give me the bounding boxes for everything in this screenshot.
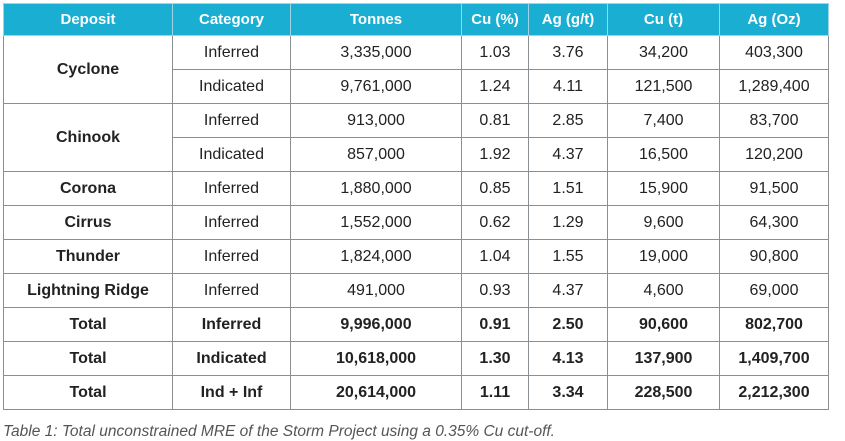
cu-pct-cell: 0.62 xyxy=(461,205,529,240)
deposit-cell: Total xyxy=(3,341,173,376)
ag-gt-cell: 4.37 xyxy=(528,273,608,308)
tonnes-cell: 3,335,000 xyxy=(290,35,462,70)
cu-pct-cell: 1.30 xyxy=(461,341,529,376)
total-row: Total Inferred 9,996,000 0.91 2.50 90,60… xyxy=(3,307,829,342)
tonnes-cell: 491,000 xyxy=(290,273,462,308)
category-cell: Inferred xyxy=(172,35,291,70)
ag-oz-cell: 1,409,700 xyxy=(719,341,829,376)
header-deposit: Deposit xyxy=(3,3,173,36)
header-category: Category xyxy=(172,3,291,36)
ag-oz-cell: 802,700 xyxy=(719,307,829,342)
ag-oz-cell: 403,300 xyxy=(719,35,829,70)
category-cell: Inferred xyxy=(172,239,291,274)
cu-t-cell: 4,600 xyxy=(607,273,720,308)
category-cell: Indicated xyxy=(172,341,291,376)
ag-gt-cell: 4.11 xyxy=(528,69,608,104)
table-caption: Table 1: Total unconstrained MRE of the … xyxy=(3,423,555,440)
cu-pct-cell: 1.24 xyxy=(461,69,529,104)
total-row: Total Indicated 10,618,000 1.30 4.13 137… xyxy=(3,341,829,376)
tonnes-cell: 20,614,000 xyxy=(290,375,462,410)
ag-oz-cell: 91,500 xyxy=(719,171,829,206)
deposit-cell: Lightning Ridge xyxy=(3,273,173,308)
cu-pct-cell: 1.11 xyxy=(461,375,529,410)
table-row: Corona Inferred 1,880,000 0.85 1.51 15,9… xyxy=(3,171,829,206)
table-row: Lightning Ridge Inferred 491,000 0.93 4.… xyxy=(3,273,829,308)
header-ag-oz: Ag (Oz) xyxy=(719,3,829,36)
cu-t-cell: 16,500 xyxy=(607,137,720,172)
cu-t-cell: 137,900 xyxy=(607,341,720,376)
table-row: Indicated 9,761,000 1.24 4.11 121,500 1,… xyxy=(4,69,829,104)
category-cell: Indicated xyxy=(172,137,291,172)
tonnes-cell: 1,552,000 xyxy=(290,205,462,240)
table-row: Cyclone Inferred 3,335,000 1.03 3.76 34,… xyxy=(3,35,829,104)
cu-t-cell: 121,500 xyxy=(607,69,720,104)
ag-gt-cell: 2.50 xyxy=(528,307,608,342)
ag-gt-cell: 4.37 xyxy=(528,137,608,172)
category-cell: Inferred xyxy=(172,273,291,308)
ag-oz-cell: 83,700 xyxy=(719,103,829,138)
ag-gt-cell: 1.29 xyxy=(528,205,608,240)
table-row: Indicated 857,000 1.92 4.37 16,500 120,2… xyxy=(4,137,829,172)
category-cell: Ind + Inf xyxy=(172,375,291,410)
cu-pct-cell: 0.85 xyxy=(461,171,529,206)
table-row: Chinook Inferred 913,000 0.81 2.85 7,400… xyxy=(3,103,829,172)
header-row: Deposit Category Tonnes Cu (%) Ag (g/t) … xyxy=(3,3,829,36)
ag-oz-cell: 69,000 xyxy=(719,273,829,308)
table-row: Cirrus Inferred 1,552,000 0.62 1.29 9,60… xyxy=(3,205,829,240)
category-cell: Inferred xyxy=(172,171,291,206)
cu-t-cell: 9,600 xyxy=(607,205,720,240)
header-ag-gt: Ag (g/t) xyxy=(528,3,608,36)
ag-oz-cell: 90,800 xyxy=(719,239,829,274)
cu-pct-cell: 0.81 xyxy=(461,103,529,138)
ag-gt-cell: 4.13 xyxy=(528,341,608,376)
ag-oz-cell: 120,200 xyxy=(719,137,829,172)
deposit-cell: Cirrus xyxy=(3,205,173,240)
cu-pct-cell: 0.91 xyxy=(461,307,529,342)
category-cell: Inferred xyxy=(172,307,291,342)
deposit-cell: Thunder xyxy=(3,239,173,274)
cu-t-cell: 34,200 xyxy=(607,35,720,70)
cu-t-cell: 19,000 xyxy=(607,239,720,274)
ag-oz-cell: 1,289,400 xyxy=(719,69,829,104)
cu-t-cell: 15,900 xyxy=(607,171,720,206)
total-row: Total Ind + Inf 20,614,000 1.11 3.34 228… xyxy=(3,375,829,410)
deposit-cell: Total xyxy=(3,375,173,410)
cu-pct-cell: 1.04 xyxy=(461,239,529,274)
ag-gt-cell: 1.51 xyxy=(528,171,608,206)
deposit-cell: Cyclone xyxy=(3,35,173,104)
ag-gt-cell: 3.34 xyxy=(528,375,608,410)
header-cu-pct: Cu (%) xyxy=(461,3,529,36)
tonnes-cell: 857,000 xyxy=(290,137,462,172)
cu-pct-cell: 1.03 xyxy=(461,35,529,70)
tonnes-cell: 9,761,000 xyxy=(290,69,462,104)
tonnes-cell: 1,880,000 xyxy=(290,171,462,206)
category-cell: Inferred xyxy=(172,103,291,138)
ag-oz-cell: 64,300 xyxy=(719,205,829,240)
tonnes-cell: 10,618,000 xyxy=(290,341,462,376)
category-cell: Indicated xyxy=(172,69,291,104)
deposit-cell: Corona xyxy=(3,171,173,206)
category-cell: Inferred xyxy=(172,205,291,240)
cu-t-cell: 7,400 xyxy=(607,103,720,138)
cu-t-cell: 228,500 xyxy=(607,375,720,410)
tonnes-cell: 1,824,000 xyxy=(290,239,462,274)
cu-pct-cell: 1.92 xyxy=(461,137,529,172)
ag-gt-cell: 2.85 xyxy=(528,103,608,138)
tonnes-cell: 9,996,000 xyxy=(290,307,462,342)
tonnes-cell: 913,000 xyxy=(290,103,462,138)
ag-gt-cell: 3.76 xyxy=(528,35,608,70)
ag-oz-cell: 2,212,300 xyxy=(719,375,829,410)
ag-gt-cell: 1.55 xyxy=(528,239,608,274)
header-cu-t: Cu (t) xyxy=(607,3,720,36)
deposit-cell: Chinook xyxy=(3,103,173,172)
cu-pct-cell: 0.93 xyxy=(461,273,529,308)
header-tonnes: Tonnes xyxy=(290,3,462,36)
table-row: Thunder Inferred 1,824,000 1.04 1.55 19,… xyxy=(3,239,829,274)
cu-t-cell: 90,600 xyxy=(607,307,720,342)
mre-table: Deposit Category Tonnes Cu (%) Ag (g/t) … xyxy=(3,3,829,410)
deposit-cell: Total xyxy=(3,307,173,342)
